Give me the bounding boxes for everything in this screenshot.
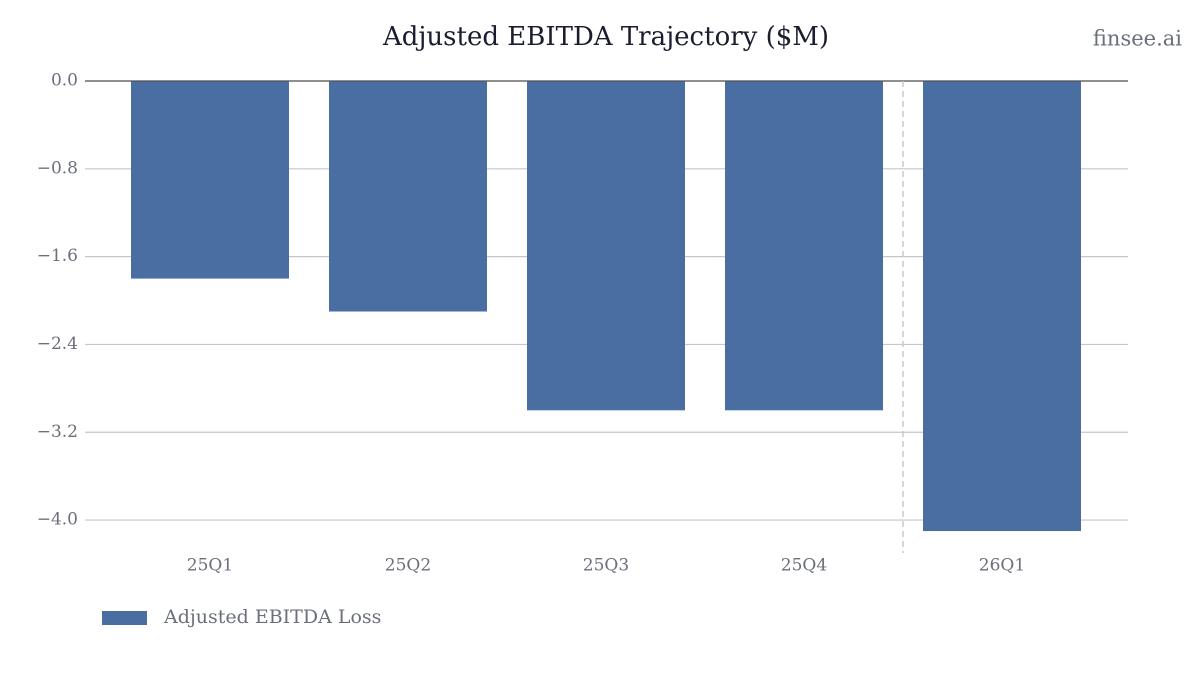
y-tick-label: −1.6 xyxy=(37,246,78,266)
y-tick-label: −0.8 xyxy=(37,158,78,178)
x-tick-label: 25Q4 xyxy=(781,556,827,576)
bar xyxy=(725,81,883,411)
bar xyxy=(131,81,289,279)
legend-swatch xyxy=(102,611,147,625)
chart-title: Adjusted EBITDA Trajectory ($M) xyxy=(382,22,829,52)
x-tick-label: 25Q1 xyxy=(187,556,233,576)
bar xyxy=(329,81,487,312)
x-tick-label: 25Q2 xyxy=(385,556,431,576)
y-tick-label: −4.0 xyxy=(37,510,78,530)
x-tick-label: 26Q1 xyxy=(979,556,1025,576)
y-tick-label: 0.0 xyxy=(51,71,78,91)
y-tick-label: −2.4 xyxy=(37,334,78,354)
bar xyxy=(923,81,1081,532)
bar xyxy=(527,81,685,411)
watermark: finsee.ai xyxy=(1093,27,1182,51)
legend-label: Adjusted EBITDA Loss xyxy=(163,606,381,628)
y-tick-label: −3.2 xyxy=(37,422,78,442)
x-tick-label: 25Q3 xyxy=(583,556,629,576)
